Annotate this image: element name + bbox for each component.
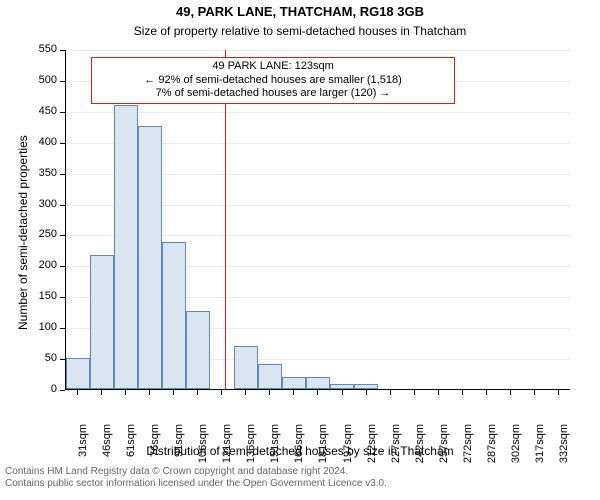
info-line-1: 49 PARK LANE: 123sqm <box>96 60 450 74</box>
x-tick <box>293 390 294 395</box>
y-tick-label: 150 <box>0 290 57 302</box>
x-tick <box>342 390 343 395</box>
histogram-bar <box>282 377 306 389</box>
y-tick-label: 0 <box>0 383 57 395</box>
info-line-2: ← 92% of semi-detached houses are smalle… <box>96 74 450 88</box>
x-tick-label: 317sqm <box>534 424 546 474</box>
y-tick-label: 300 <box>0 198 57 210</box>
y-tick <box>60 266 65 267</box>
x-tick <box>245 390 246 395</box>
y-tick-label: 450 <box>0 105 57 117</box>
histogram-bar <box>330 384 354 389</box>
x-tick <box>414 390 415 395</box>
x-tick-label: 151sqm <box>269 424 281 474</box>
histogram-bar <box>66 358 90 389</box>
y-tick-label: 550 <box>0 43 57 55</box>
x-tick <box>486 390 487 395</box>
y-tick <box>60 112 65 113</box>
histogram-bar <box>258 364 282 389</box>
y-tick <box>60 143 65 144</box>
chart-subtitle: Size of property relative to semi-detach… <box>0 24 600 38</box>
x-tick <box>173 390 174 395</box>
x-tick <box>462 390 463 395</box>
x-tick <box>366 390 367 395</box>
x-tick-label: 46sqm <box>101 424 113 474</box>
x-tick <box>197 390 198 395</box>
x-tick <box>317 390 318 395</box>
y-tick <box>60 174 65 175</box>
y-tick-label: 350 <box>0 167 57 179</box>
y-tick <box>60 205 65 206</box>
plot-area: 49 PARK LANE: 123sqm← 92% of semi-detach… <box>65 50 570 390</box>
footnote-line-2: Contains public sector information licen… <box>5 478 595 490</box>
x-tick-label: 61sqm <box>125 424 137 474</box>
info-box: 49 PARK LANE: 123sqm← 92% of semi-detach… <box>91 57 455 104</box>
x-tick-label: 287sqm <box>486 424 498 474</box>
x-tick <box>534 390 535 395</box>
x-tick-label: 227sqm <box>390 424 402 474</box>
x-tick-label: 242sqm <box>414 424 426 474</box>
x-tick-label: 257sqm <box>438 424 450 474</box>
y-tick <box>60 390 65 391</box>
x-tick <box>77 390 78 395</box>
y-tick <box>60 50 65 51</box>
y-tick <box>60 359 65 360</box>
y-tick <box>60 81 65 82</box>
y-tick <box>60 235 65 236</box>
info-line-3: 7% of semi-detached houses are larger (1… <box>96 87 450 101</box>
histogram-bar <box>186 311 210 390</box>
histogram-bar <box>354 384 378 389</box>
x-tick <box>438 390 439 395</box>
y-tick-label: 400 <box>0 136 57 148</box>
y-tick-label: 250 <box>0 228 57 240</box>
x-tick <box>390 390 391 395</box>
y-tick-label: 500 <box>0 74 57 86</box>
histogram-bar <box>114 105 138 389</box>
x-tick-label: 166sqm <box>293 424 305 474</box>
y-tick-label: 50 <box>0 352 57 364</box>
histogram-bar <box>234 346 258 389</box>
y-tick-label: 200 <box>0 259 57 271</box>
y-tick <box>60 297 65 298</box>
grid-line <box>66 50 570 51</box>
x-tick <box>558 390 559 395</box>
chart-title: 49, PARK LANE, THATCHAM, RG18 3GB <box>0 4 600 19</box>
histogram-bar <box>90 255 114 389</box>
x-tick-label: 212sqm <box>366 424 378 474</box>
x-tick-label: 197sqm <box>342 424 354 474</box>
x-tick <box>149 390 150 395</box>
histogram-bar <box>162 242 186 389</box>
x-tick <box>125 390 126 395</box>
grid-line <box>66 112 570 113</box>
x-tick-label: 302sqm <box>510 424 522 474</box>
histogram-bar <box>306 377 330 389</box>
x-tick <box>101 390 102 395</box>
x-tick-label: 106sqm <box>197 424 209 474</box>
x-tick-label: 31sqm <box>77 424 89 474</box>
x-tick <box>269 390 270 395</box>
x-tick-label: 121sqm <box>221 424 233 474</box>
x-tick <box>510 390 511 395</box>
x-tick-label: 76sqm <box>149 424 161 474</box>
x-tick-label: 136sqm <box>245 424 257 474</box>
y-tick-label: 100 <box>0 321 57 333</box>
x-tick-label: 91sqm <box>173 424 185 474</box>
x-tick-label: 181sqm <box>317 424 329 474</box>
y-tick <box>60 328 65 329</box>
x-tick-label: 332sqm <box>558 424 570 474</box>
histogram-bar <box>138 126 162 389</box>
x-tick-label: 272sqm <box>462 424 474 474</box>
x-tick <box>221 390 222 395</box>
chart-container: 49, PARK LANE, THATCHAM, RG18 3GB Size o… <box>0 0 600 500</box>
